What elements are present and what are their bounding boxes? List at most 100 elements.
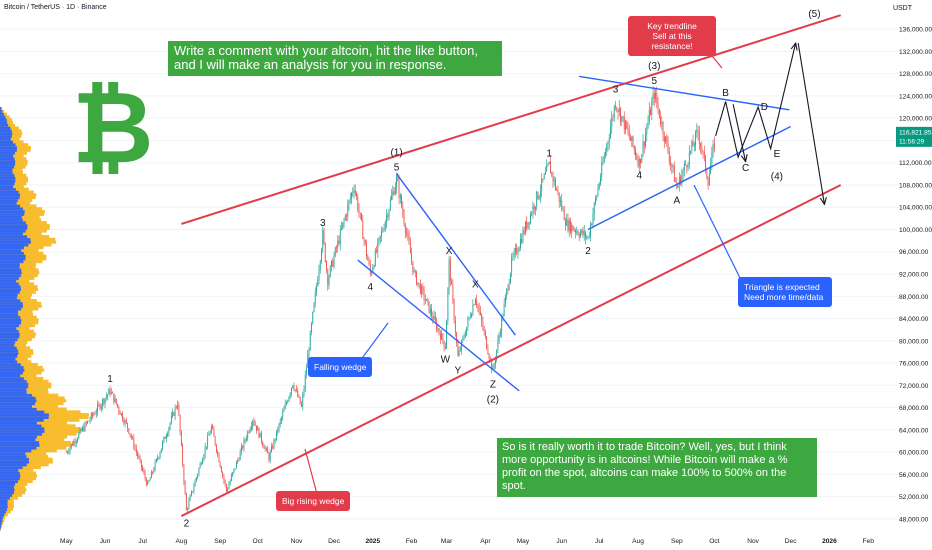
volume-bar-blue	[0, 140, 13, 144]
candle-body	[459, 349, 461, 351]
candle-body	[190, 491, 192, 496]
candle-body	[448, 259, 450, 289]
volume-bar-blue	[0, 134, 12, 138]
candle-body	[145, 478, 147, 485]
volume-bar-blue	[0, 343, 15, 347]
candle-body	[605, 151, 606, 156]
candle-body	[391, 195, 392, 200]
volume-bar-blue	[0, 338, 18, 342]
y-tick-label: 124,000.00	[899, 93, 932, 100]
volume-bar-blue	[0, 204, 21, 208]
candle-body	[284, 403, 286, 409]
candle-body	[351, 193, 352, 199]
candle-body	[207, 435, 209, 447]
volume-bar-blue	[0, 524, 2, 528]
candle-body	[496, 349, 498, 360]
candle-body	[526, 222, 528, 229]
candle-body	[358, 209, 360, 213]
volume-bar-blue	[0, 112, 4, 116]
candle-body	[707, 177, 709, 186]
candle-body	[291, 387, 292, 394]
candle-body	[691, 141, 693, 151]
candle-body	[232, 472, 234, 476]
candle-body	[531, 213, 533, 215]
candle-body	[352, 192, 354, 194]
candle-body	[374, 250, 376, 266]
candle-body	[701, 146, 703, 152]
candle-body	[498, 335, 500, 340]
candle-body	[73, 441, 75, 446]
candle-body	[580, 232, 581, 237]
volume-bar-blue	[0, 449, 32, 453]
candle-body	[621, 116, 623, 122]
volume-bar-blue	[0, 376, 24, 381]
candle-body	[407, 233, 409, 235]
candle-body	[655, 92, 656, 99]
wave-label: 3	[320, 218, 326, 229]
candle-body	[366, 243, 367, 256]
candle-body	[157, 458, 159, 459]
candle-body	[446, 320, 448, 349]
candle-body	[303, 388, 305, 395]
candle-body	[443, 340, 445, 348]
candle-body	[268, 453, 270, 461]
candle-body	[68, 451, 70, 453]
candle-body	[137, 452, 139, 457]
volume-bar-blue	[0, 248, 22, 253]
candle-body	[129, 433, 131, 436]
candle-body	[641, 154, 643, 163]
candle-body	[503, 303, 505, 317]
rising-wedge-pointer	[304, 448, 318, 495]
candle-body	[353, 190, 355, 193]
volume-bar-blue	[0, 471, 20, 475]
candle-body	[182, 445, 184, 466]
volume-bar-blue	[0, 115, 6, 119]
candle-body	[163, 437, 165, 442]
volume-bar-blue	[0, 190, 19, 194]
volume-bar-blue	[0, 299, 21, 303]
candle-body	[244, 439, 246, 441]
candle-body	[83, 427, 85, 431]
candle-body	[429, 308, 431, 313]
volume-bar-blue	[0, 268, 22, 272]
wave-label: Z	[490, 379, 496, 390]
candle-body	[533, 205, 535, 210]
candle-body	[327, 269, 329, 286]
candle-body	[224, 480, 226, 485]
candle-body	[622, 116, 624, 117]
candle-body	[213, 428, 215, 437]
candle-body	[377, 241, 379, 252]
candle-body	[387, 215, 389, 218]
candle-body	[540, 191, 541, 197]
wave-label: 5	[652, 76, 658, 87]
candle-body	[645, 133, 646, 146]
candle-body	[357, 197, 359, 210]
candle-body	[199, 463, 201, 469]
candle-body	[219, 461, 221, 467]
candle-body	[647, 121, 649, 128]
candle-body	[140, 459, 142, 468]
wave-label: (4)	[771, 171, 783, 182]
candle-body	[458, 350, 460, 356]
x-tick-label: Jul	[138, 538, 147, 545]
volume-bar-blue	[0, 198, 18, 202]
wave-label: 2	[585, 246, 591, 257]
candle-body	[631, 136, 633, 141]
candle-body	[135, 448, 137, 453]
falling-wedge-pointer	[359, 322, 389, 362]
candle-body	[615, 106, 616, 108]
candle-body	[198, 468, 200, 475]
candle-body	[128, 428, 130, 434]
wave-label: 1	[107, 374, 113, 385]
candle-body	[620, 108, 621, 122]
candle-body	[319, 261, 321, 270]
volume-bar-blue	[0, 374, 21, 378]
candle-body	[371, 272, 372, 274]
wave-label: W	[441, 354, 451, 365]
candle-body	[472, 304, 474, 315]
candle-body	[120, 413, 122, 415]
candle-body	[112, 392, 114, 394]
wave-label: Y	[455, 365, 462, 376]
candle-body	[502, 316, 504, 318]
